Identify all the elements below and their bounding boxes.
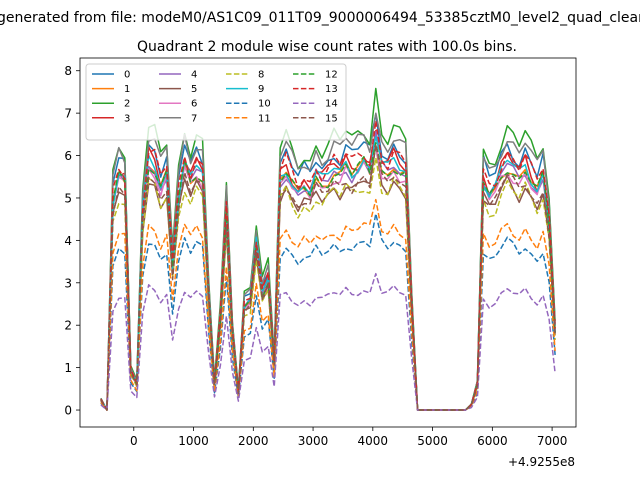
legend-label-12: 12 <box>325 70 338 81</box>
legend-label-7: 7 <box>191 113 197 124</box>
y-tick-label: 8 <box>64 64 72 78</box>
legend-label-8: 8 <box>258 70 264 81</box>
legend-label-6: 6 <box>191 99 197 110</box>
x-tick-label: 5000 <box>417 434 448 448</box>
legend-label-3: 3 <box>124 113 130 124</box>
axes-frame <box>79 57 577 428</box>
y-tick-label: 0 <box>64 404 72 418</box>
legend-label-1: 1 <box>124 84 130 95</box>
x-axis-offset-text: +4.9255e8 <box>508 455 575 469</box>
legend-box <box>85 63 347 141</box>
legend-label-13: 13 <box>325 84 338 95</box>
chart-suptitle: Plot generated from file: modeM0/AS1C09_… <box>0 10 640 26</box>
x-tick-label: 2000 <box>238 434 269 448</box>
series-line-13 <box>100 120 556 411</box>
legend-label-9: 9 <box>258 84 264 95</box>
x-tick-label: 7000 <box>537 434 568 448</box>
legend-label-14: 14 <box>325 99 338 110</box>
x-tick-label: 1000 <box>178 434 209 448</box>
y-tick-label: 7 <box>64 107 72 121</box>
x-tick-label: 0 <box>130 434 138 448</box>
x-tick-label: 3000 <box>298 434 329 448</box>
x-tick-label: 6000 <box>477 434 508 448</box>
legend-label-10: 10 <box>258 99 271 110</box>
y-tick-label: 5 <box>64 191 72 205</box>
legend-label-15: 15 <box>325 113 338 124</box>
legend-label-4: 4 <box>191 70 197 81</box>
x-tick-label: 4000 <box>358 434 389 448</box>
legend-label-2: 2 <box>124 99 130 110</box>
chart-title: Quadrant 2 module wise count rates with … <box>137 39 517 55</box>
legend-label-5: 5 <box>191 84 197 95</box>
series-line-14 <box>100 272 556 411</box>
y-tick-label: 3 <box>64 276 72 290</box>
y-tick-label: 4 <box>64 234 72 248</box>
y-tick-label: 1 <box>64 361 72 375</box>
series-line-15 <box>100 143 556 411</box>
legend-label-11: 11 <box>258 113 271 124</box>
y-tick-label: 6 <box>64 149 72 163</box>
legend-label-0: 0 <box>124 70 130 81</box>
y-tick-label: 2 <box>64 319 72 333</box>
